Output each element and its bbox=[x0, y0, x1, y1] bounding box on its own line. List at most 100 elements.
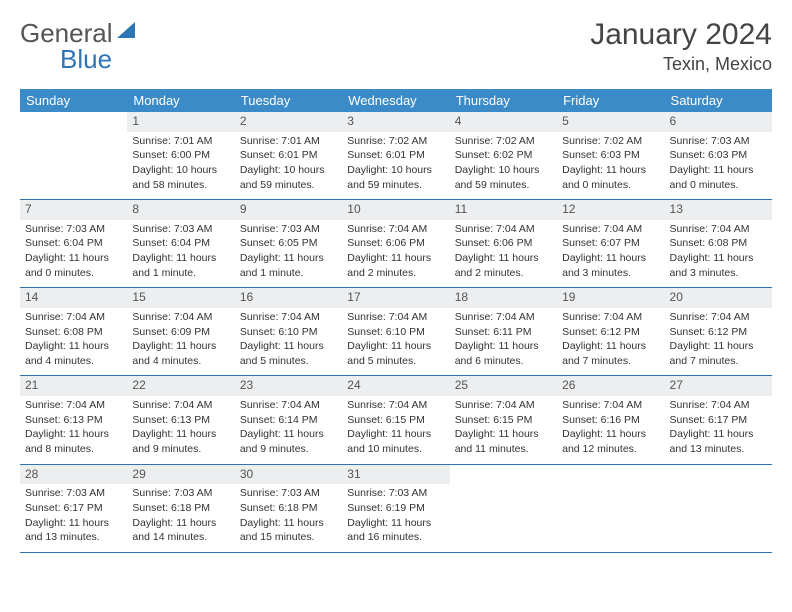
dayhead-sunday: Sunday bbox=[20, 89, 127, 112]
day-details: Sunrise: 7:03 AMSunset: 6:19 PMDaylight:… bbox=[342, 484, 449, 552]
sunset-text: Sunset: 6:01 PM bbox=[347, 149, 444, 163]
day-details: Sunrise: 7:04 AMSunset: 6:14 PMDaylight:… bbox=[235, 396, 342, 464]
day-cell: 18Sunrise: 7:04 AMSunset: 6:11 PMDayligh… bbox=[450, 288, 557, 375]
date-number: 30 bbox=[235, 465, 342, 485]
day-cell: 2Sunrise: 7:01 AMSunset: 6:01 PMDaylight… bbox=[235, 112, 342, 199]
sunrise-text: Sunrise: 7:03 AM bbox=[670, 135, 767, 149]
week-row: 7Sunrise: 7:03 AMSunset: 6:04 PMDaylight… bbox=[20, 200, 772, 288]
dayhead-row: SundayMondayTuesdayWednesdayThursdayFrid… bbox=[20, 89, 772, 112]
day-details: Sunrise: 7:02 AMSunset: 6:01 PMDaylight:… bbox=[342, 132, 449, 200]
day-details: Sunrise: 7:02 AMSunset: 6:03 PMDaylight:… bbox=[557, 132, 664, 200]
daylight2-text: and 0 minutes. bbox=[670, 179, 767, 193]
sunset-text: Sunset: 6:01 PM bbox=[240, 149, 337, 163]
daylight2-text: and 59 minutes. bbox=[347, 179, 444, 193]
daylight1-text: Daylight: 11 hours bbox=[240, 517, 337, 531]
day-details: Sunrise: 7:04 AMSunset: 6:07 PMDaylight:… bbox=[557, 220, 664, 288]
daylight2-text: and 4 minutes. bbox=[132, 355, 229, 369]
day-details: Sunrise: 7:04 AMSunset: 6:15 PMDaylight:… bbox=[342, 396, 449, 464]
day-cell: 14Sunrise: 7:04 AMSunset: 6:08 PMDayligh… bbox=[20, 288, 127, 375]
sunset-text: Sunset: 6:13 PM bbox=[25, 414, 122, 428]
daylight2-text: and 7 minutes. bbox=[562, 355, 659, 369]
daylight2-text: and 4 minutes. bbox=[25, 355, 122, 369]
sunrise-text: Sunrise: 7:02 AM bbox=[455, 135, 552, 149]
day-cell: 11Sunrise: 7:04 AMSunset: 6:06 PMDayligh… bbox=[450, 200, 557, 287]
sunset-text: Sunset: 6:14 PM bbox=[240, 414, 337, 428]
day-details: Sunrise: 7:04 AMSunset: 6:06 PMDaylight:… bbox=[342, 220, 449, 288]
day-cell: 30Sunrise: 7:03 AMSunset: 6:18 PMDayligh… bbox=[235, 465, 342, 552]
daylight1-text: Daylight: 11 hours bbox=[240, 340, 337, 354]
sunrise-text: Sunrise: 7:04 AM bbox=[347, 311, 444, 325]
day-cell bbox=[450, 465, 557, 552]
day-details: Sunrise: 7:03 AMSunset: 6:18 PMDaylight:… bbox=[235, 484, 342, 552]
daylight1-text: Daylight: 11 hours bbox=[670, 164, 767, 178]
daylight2-text: and 13 minutes. bbox=[670, 443, 767, 457]
sunrise-text: Sunrise: 7:04 AM bbox=[562, 311, 659, 325]
day-details: Sunrise: 7:02 AMSunset: 6:02 PMDaylight:… bbox=[450, 132, 557, 200]
day-cell: 6 Sunrise: 7:03 AMSunset: 6:03 PMDaylight… bbox=[665, 112, 772, 199]
day-cell: 5Sunrise: 7:02 AMSunset: 6:03 PMDaylight… bbox=[557, 112, 664, 199]
daylight1-text: Daylight: 10 hours bbox=[455, 164, 552, 178]
day-cell: 21Sunrise: 7:04 AMSunset: 6:13 PMDayligh… bbox=[20, 376, 127, 463]
sunrise-text: Sunrise: 7:03 AM bbox=[347, 487, 444, 501]
sunset-text: Sunset: 6:00 PM bbox=[132, 149, 229, 163]
sunrise-text: Sunrise: 7:02 AM bbox=[347, 135, 444, 149]
daylight1-text: Daylight: 11 hours bbox=[455, 252, 552, 266]
sunrise-text: Sunrise: 7:04 AM bbox=[347, 399, 444, 413]
daylight2-text: and 0 minutes. bbox=[25, 267, 122, 281]
sunset-text: Sunset: 6:17 PM bbox=[25, 502, 122, 516]
daylight1-text: Daylight: 11 hours bbox=[240, 428, 337, 442]
daylight2-text: and 2 minutes. bbox=[347, 267, 444, 281]
daylight2-text: and 1 minute. bbox=[132, 267, 229, 281]
date-number: 6 bbox=[665, 112, 772, 132]
day-cell: 23Sunrise: 7:04 AMSunset: 6:14 PMDayligh… bbox=[235, 376, 342, 463]
date-number: 15 bbox=[127, 288, 234, 308]
sunrise-text: Sunrise: 7:04 AM bbox=[240, 399, 337, 413]
day-cell: 27Sunrise: 7:04 AMSunset: 6:17 PMDayligh… bbox=[665, 376, 772, 463]
day-cell bbox=[20, 112, 127, 199]
week-row: 28 Sunrise: 7:03 AM Sunset: 6:17 PM Dayligh… bbox=[20, 465, 772, 553]
day-details: Sunrise: 7:04 AMSunset: 6:15 PMDaylight:… bbox=[450, 396, 557, 464]
sunset-text: Sunset: 6:05 PM bbox=[240, 237, 337, 251]
day-cell: 12Sunrise: 7:04 AMSunset: 6:07 PMDayligh… bbox=[557, 200, 664, 287]
sunrise-text: Sunrise: 7:04 AM bbox=[25, 399, 122, 413]
date-number: 20 bbox=[665, 288, 772, 308]
date-number: 31 bbox=[342, 465, 449, 485]
date-number: 25 bbox=[450, 376, 557, 396]
sunrise-text: Sunrise: 7:04 AM bbox=[132, 399, 229, 413]
header: General January 2024 Texin, Mexico bbox=[20, 18, 772, 75]
sunrise-text: Sunrise: 7:04 AM bbox=[347, 223, 444, 237]
date-number: 3 bbox=[342, 112, 449, 132]
sunset-text: Sunset: 6:12 PM bbox=[670, 326, 767, 340]
day-cell: 15Sunrise: 7:04 AMSunset: 6:09 PMDayligh… bbox=[127, 288, 234, 375]
sunrise-text: Sunrise: 7:04 AM bbox=[562, 223, 659, 237]
sunrise-text: Sunrise: 7:03 AM bbox=[240, 487, 337, 501]
daylight1-text: Daylight: 10 hours bbox=[240, 164, 337, 178]
daylight2-text: and 2 minutes. bbox=[455, 267, 552, 281]
daylight2-text: and 58 minutes. bbox=[132, 179, 229, 193]
page-title: January 2024 bbox=[590, 18, 772, 52]
day-cell: 4Sunrise: 7:02 AMSunset: 6:02 PMDaylight… bbox=[450, 112, 557, 199]
dayhead-wednesday: Wednesday bbox=[342, 89, 449, 112]
day-details: Sunrise: 7:03 AMSunset: 6:04 PMDaylight:… bbox=[127, 220, 234, 288]
sunset-text: Sunset: 6:04 PM bbox=[132, 237, 229, 251]
date-number: 10 bbox=[342, 200, 449, 220]
date-number: 21 bbox=[20, 376, 127, 396]
daylight2-text: and 16 minutes. bbox=[347, 531, 444, 545]
date-number: 4 bbox=[450, 112, 557, 132]
sunrise-text: Sunrise: 7:02 AM bbox=[562, 135, 659, 149]
daylight1-text: Daylight: 11 hours bbox=[670, 252, 767, 266]
date-number: 28 bbox=[20, 465, 127, 485]
sunset-text: Sunset: 6:03 PM bbox=[670, 149, 767, 163]
sunset-text: Sunset: 6:13 PM bbox=[132, 414, 229, 428]
daylight2-text: and 14 minutes. bbox=[132, 531, 229, 545]
daylight2-text: and 3 minutes. bbox=[670, 267, 767, 281]
date-number: 8 bbox=[127, 200, 234, 220]
week-row: 21Sunrise: 7:04 AMSunset: 6:13 PMDayligh… bbox=[20, 376, 772, 464]
sunrise-text: Sunrise: 7:04 AM bbox=[455, 399, 552, 413]
sunset-text: Sunset: 6:18 PM bbox=[240, 502, 337, 516]
date-number: 22 bbox=[127, 376, 234, 396]
day-details: Sunrise: 7:03 AMSunset: 6:05 PMDaylight:… bbox=[235, 220, 342, 288]
sunset-text: Sunset: 6:06 PM bbox=[455, 237, 552, 251]
sunrise-text: Sunrise: 7:04 AM bbox=[132, 311, 229, 325]
day-details: Sunrise: 7:04 AMSunset: 6:13 PMDaylight:… bbox=[20, 396, 127, 464]
